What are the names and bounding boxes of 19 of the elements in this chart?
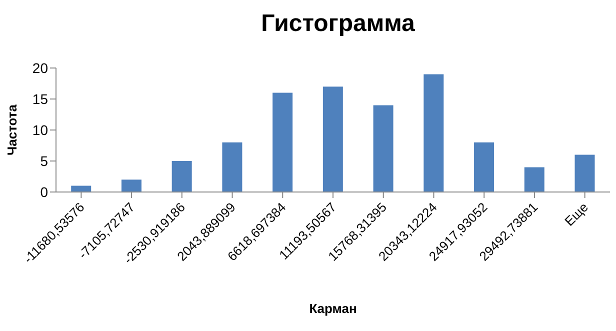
bar <box>172 161 192 192</box>
chart-title: Гистограмма <box>260 10 416 38</box>
bar <box>322 86 343 192</box>
bar <box>121 180 142 192</box>
y-tick-label: 0 <box>40 184 48 200</box>
bar <box>524 167 544 192</box>
y-tick-label: 15 <box>32 90 48 107</box>
y-tick-label: 20 <box>32 60 48 76</box>
y-tick-label: 5 <box>40 152 48 169</box>
bar <box>574 154 595 192</box>
y-tick-label: 10 <box>32 122 48 138</box>
x-tick-label: Еще <box>562 200 591 229</box>
bar <box>424 74 444 192</box>
bar <box>373 105 394 192</box>
bar <box>222 142 242 192</box>
x-axis-title: Карман <box>309 301 357 316</box>
bar <box>474 142 494 192</box>
bar <box>272 92 293 192</box>
y-axis-title: Частота <box>4 104 20 156</box>
